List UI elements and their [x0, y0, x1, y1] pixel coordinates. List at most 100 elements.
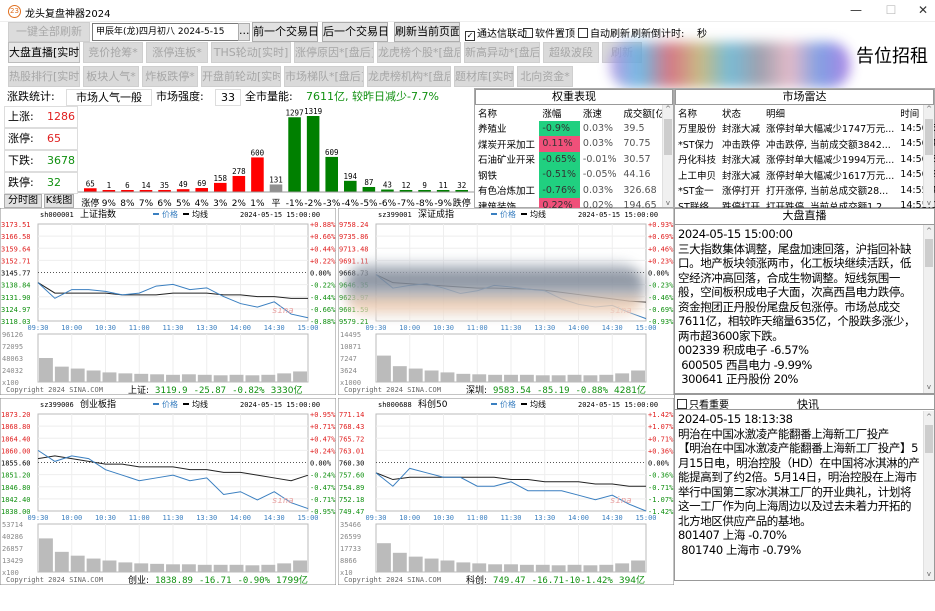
table-row[interactable]: 石油矿业开采 -0.65% -0.01% 30.57 [475, 151, 673, 167]
category-label: -5% [360, 199, 378, 208]
column-header[interactable]: 成交额[亿] [623, 108, 669, 120]
time-axis-label: 10:00 [61, 514, 82, 522]
tdx-link-label: 通达信联动 [477, 29, 527, 40]
tab-row2[interactable]: 炸板跌停* [142, 66, 198, 87]
stay-top-checkbox[interactable]: 软件置顶 [523, 25, 575, 40]
column-header[interactable]: 涨幅 [542, 108, 562, 120]
next-day-button[interactable]: 后一个交易日 [322, 22, 388, 42]
volume-bar [70, 368, 85, 382]
time-axis-label: 13:30 [196, 324, 217, 332]
price-axis-label: 3166.58 [1, 233, 31, 241]
price-axis-label: 749.47 [339, 508, 364, 516]
tab-row1[interactable]: 大盘直播[实时] [8, 42, 80, 63]
tab-row1[interactable]: 涨停连板* [146, 42, 208, 63]
kline-button[interactable]: K线图 [44, 194, 74, 208]
tab-row1[interactable]: THS轮动[实时] [211, 42, 291, 63]
column-header[interactable]: 明细 [766, 108, 786, 120]
volume-bar [166, 374, 180, 382]
radar-table: 名称 状态 明细 时间万里股份封涨大减涨停封单大幅减少1747万元...14:56:5… [675, 105, 935, 214]
news-stock[interactable]: 801740 上海市 -0.79% [678, 542, 801, 557]
column-header[interactable]: 状态 [722, 108, 742, 120]
important-only-checkbox[interactable]: 只看重要 [677, 396, 729, 411]
radar-scrollbar[interactable]: ^ v [923, 105, 934, 207]
column-header[interactable]: 涨速 [582, 108, 602, 120]
maximize-button[interactable]: ☐ [885, 3, 897, 17]
bar [84, 188, 97, 192]
tab-row2[interactable]: 开盘前轮动[实时] [201, 66, 281, 87]
live-scrollbar[interactable]: ^ v [923, 225, 934, 393]
close-button[interactable]: ✕ [917, 3, 929, 17]
volume-axis-label: 7247 [340, 355, 357, 363]
time-axis-label: 15:00 [297, 514, 318, 522]
sina-watermark: sina [272, 306, 294, 316]
news-stock[interactable]: 801407 上海 -0.70% [678, 528, 787, 542]
prev-day-button[interactable]: 前一个交易日 [252, 22, 318, 42]
scroll-up-icon[interactable]: ^ [665, 105, 671, 113]
pct-axis-label: +0.69% [648, 233, 674, 241]
footer-price: 749.47 [493, 576, 526, 585]
pct-axis-label: +0.36% [648, 447, 674, 455]
tab-row2[interactable]: 北向资金* [517, 66, 573, 87]
live-stock[interactable]: 002339 积成电子 -6.57% [678, 343, 809, 357]
tdx-link-checkbox[interactable]: ✓ 通达信联动 [465, 25, 527, 41]
tab-row2[interactable]: 板块人气* [83, 66, 139, 87]
tab-row1[interactable]: 龙虎榜个股*[盘后] [377, 42, 461, 63]
index-chart-sh000001[interactable]: sh000001 上证指数 价格 均线 2024-05-15 15:00:00 3173.… [0, 207, 337, 396]
tab-row1[interactable]: 超级波段 [543, 42, 599, 63]
weights-scrollbar[interactable]: ^ v [662, 105, 673, 207]
date-picker-button[interactable]: ... [238, 23, 250, 41]
column-header[interactable]: 时间 [900, 108, 920, 120]
refresh-all-button[interactable]: 一键全部刷新 [8, 22, 90, 42]
price-line [37, 449, 309, 510]
time-axis-label: 11:30 [162, 324, 183, 332]
price-axis-label: 1855.60 [1, 460, 31, 468]
bar-value-label: 69 [197, 179, 206, 188]
volume-bar [245, 375, 260, 382]
bar-value-label: 65 [86, 179, 95, 188]
date-field[interactable]: 甲辰年(龙)四月初八 2024-5-15 [92, 23, 240, 41]
tab-row2[interactable]: 题材库[实时] [454, 66, 514, 87]
index-chart-sh000688[interactable]: sh000688 科创50 价格 均线 2024-05-15 15:00:00 771.1… [337, 397, 675, 586]
ad-banner[interactable]: 告位招租 [856, 46, 928, 67]
index-chart-sz399006[interactable]: sz399006 创业板指 价格 均线 2024-05-15 15:00:00 1873.… [0, 397, 337, 586]
tab-row2[interactable]: 龙虎榜机构*[盘后] [367, 66, 451, 87]
time-axis-label: 10:30 [433, 514, 454, 522]
table-row[interactable]: 钢铁 -0.51% -0.05% 44.16 [475, 167, 673, 183]
live-stock[interactable]: 600505 西昌电力 -9.99% [678, 357, 812, 372]
table-cell: 封涨大减 [722, 170, 761, 182]
scroll-down-icon[interactable]: v [665, 199, 671, 207]
table-row[interactable]: 养殖业 -0.9% 0.03% 39.5 [475, 120, 673, 136]
volume-bar [54, 551, 69, 572]
volume-bar [134, 373, 149, 382]
table-row[interactable]: 煤炭开采加工 0.11% 0.03% 70.75 [475, 136, 673, 152]
tab-row1[interactable]: 竞价抢筹* [83, 42, 143, 63]
time-axis-label: 14:30 [602, 324, 623, 332]
news-scrollbar[interactable]: ^ v [923, 411, 934, 580]
volume-axis-label: 24032 [2, 367, 23, 375]
table-cell: 上工申贝 [678, 170, 717, 182]
column-header[interactable]: 名称 [678, 108, 698, 120]
index-name: 创业板指 [80, 398, 116, 410]
table-row[interactable]: 有色冶炼加工 -0.76% 0.03% 326.68 [475, 182, 673, 198]
tab-row1[interactable]: 涨停原因*[盘后] [294, 42, 374, 63]
minimize-button[interactable]: — [850, 3, 862, 17]
tab-row2[interactable]: 市场梯队*[盘后] [284, 66, 364, 87]
intraday-button[interactable]: 分时图 [4, 194, 42, 208]
table-cell: -0.65% [539, 151, 580, 167]
column-header[interactable]: 名称 [478, 108, 498, 120]
time-axis-label: 09:30 [27, 514, 48, 522]
volume-bar [213, 375, 228, 382]
volume-bar [504, 564, 518, 572]
tab-row2[interactable]: 热股排行[实时] [8, 66, 80, 87]
live-stock[interactable]: 300641 正丹股份 20% [678, 372, 799, 386]
refresh-page-button[interactable]: 刷新当前页面 [394, 22, 460, 42]
chart-datetime: 2024-05-15 15:00:00 [240, 401, 320, 409]
auto-refresh-checkbox[interactable]: 自动刷新 [578, 25, 630, 40]
tab-row1[interactable]: 新高异动*[盘后] [464, 42, 540, 63]
